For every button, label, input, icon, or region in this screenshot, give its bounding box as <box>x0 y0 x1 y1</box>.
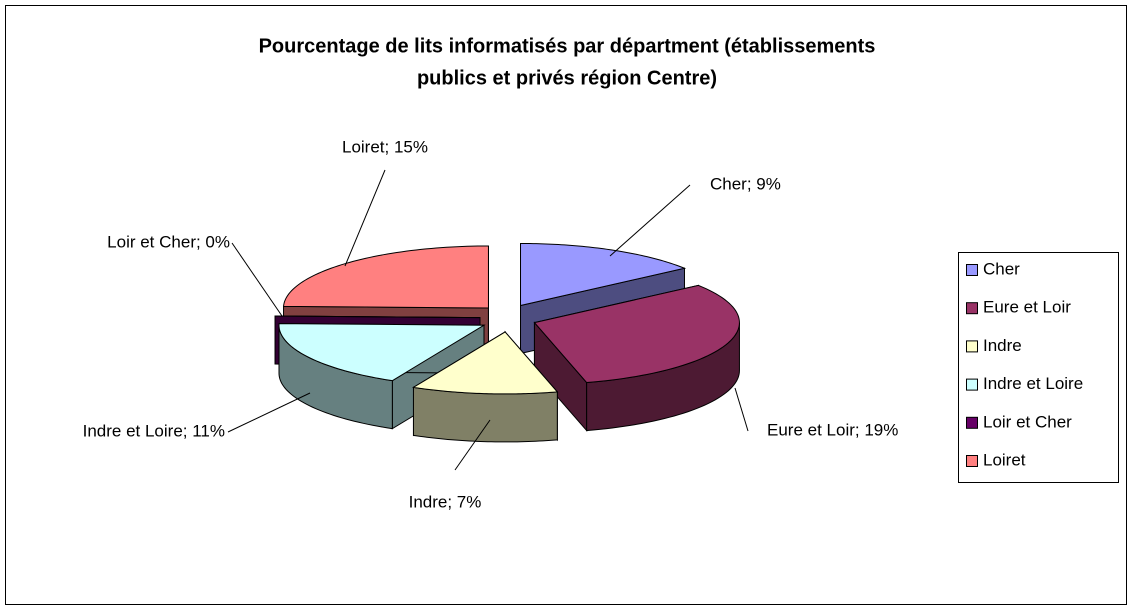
legend-label: Eure et Loir <box>983 298 1071 317</box>
data-label: Eure et Loir; 19% <box>767 420 898 439</box>
leader-line <box>734 387 749 432</box>
legend-swatch <box>966 340 978 353</box>
leader-line <box>227 392 311 433</box>
legend-swatch <box>966 455 978 467</box>
slice <box>520 242 687 307</box>
slice-side <box>412 386 558 443</box>
legend-label: Loiret <box>983 450 1026 469</box>
slice <box>278 323 486 382</box>
data-label: Loir et Cher; 0% <box>107 232 230 251</box>
data-label: Indre et Loire; 11% <box>83 421 225 440</box>
legend-swatch <box>966 302 978 315</box>
legend-label: Cher <box>983 259 1020 278</box>
legend-box <box>958 252 1119 483</box>
leader-line <box>609 184 691 257</box>
data-label: Cher; 9% <box>710 174 781 193</box>
pie <box>274 242 740 443</box>
chart-subtitle: publics et privés région Centre) <box>417 67 717 89</box>
data-label: Indre; 7% <box>409 492 482 511</box>
leader-line <box>344 169 386 267</box>
legend-swatch <box>966 264 978 276</box>
slice <box>533 284 740 384</box>
data-label: Loiret; 15% <box>342 137 428 156</box>
leader-line <box>231 242 283 317</box>
legend-swatch <box>966 378 978 391</box>
leader-line <box>454 419 491 471</box>
legend-swatch <box>966 416 978 429</box>
chart-title: Pourcentage de lits informatisés par dép… <box>259 35 876 57</box>
legend-label: Indre et Loire <box>983 374 1083 393</box>
legend-label: Indre <box>983 336 1022 355</box>
slice <box>412 331 559 395</box>
legend-label: Loir et Cher <box>983 412 1072 431</box>
slice <box>282 245 489 309</box>
